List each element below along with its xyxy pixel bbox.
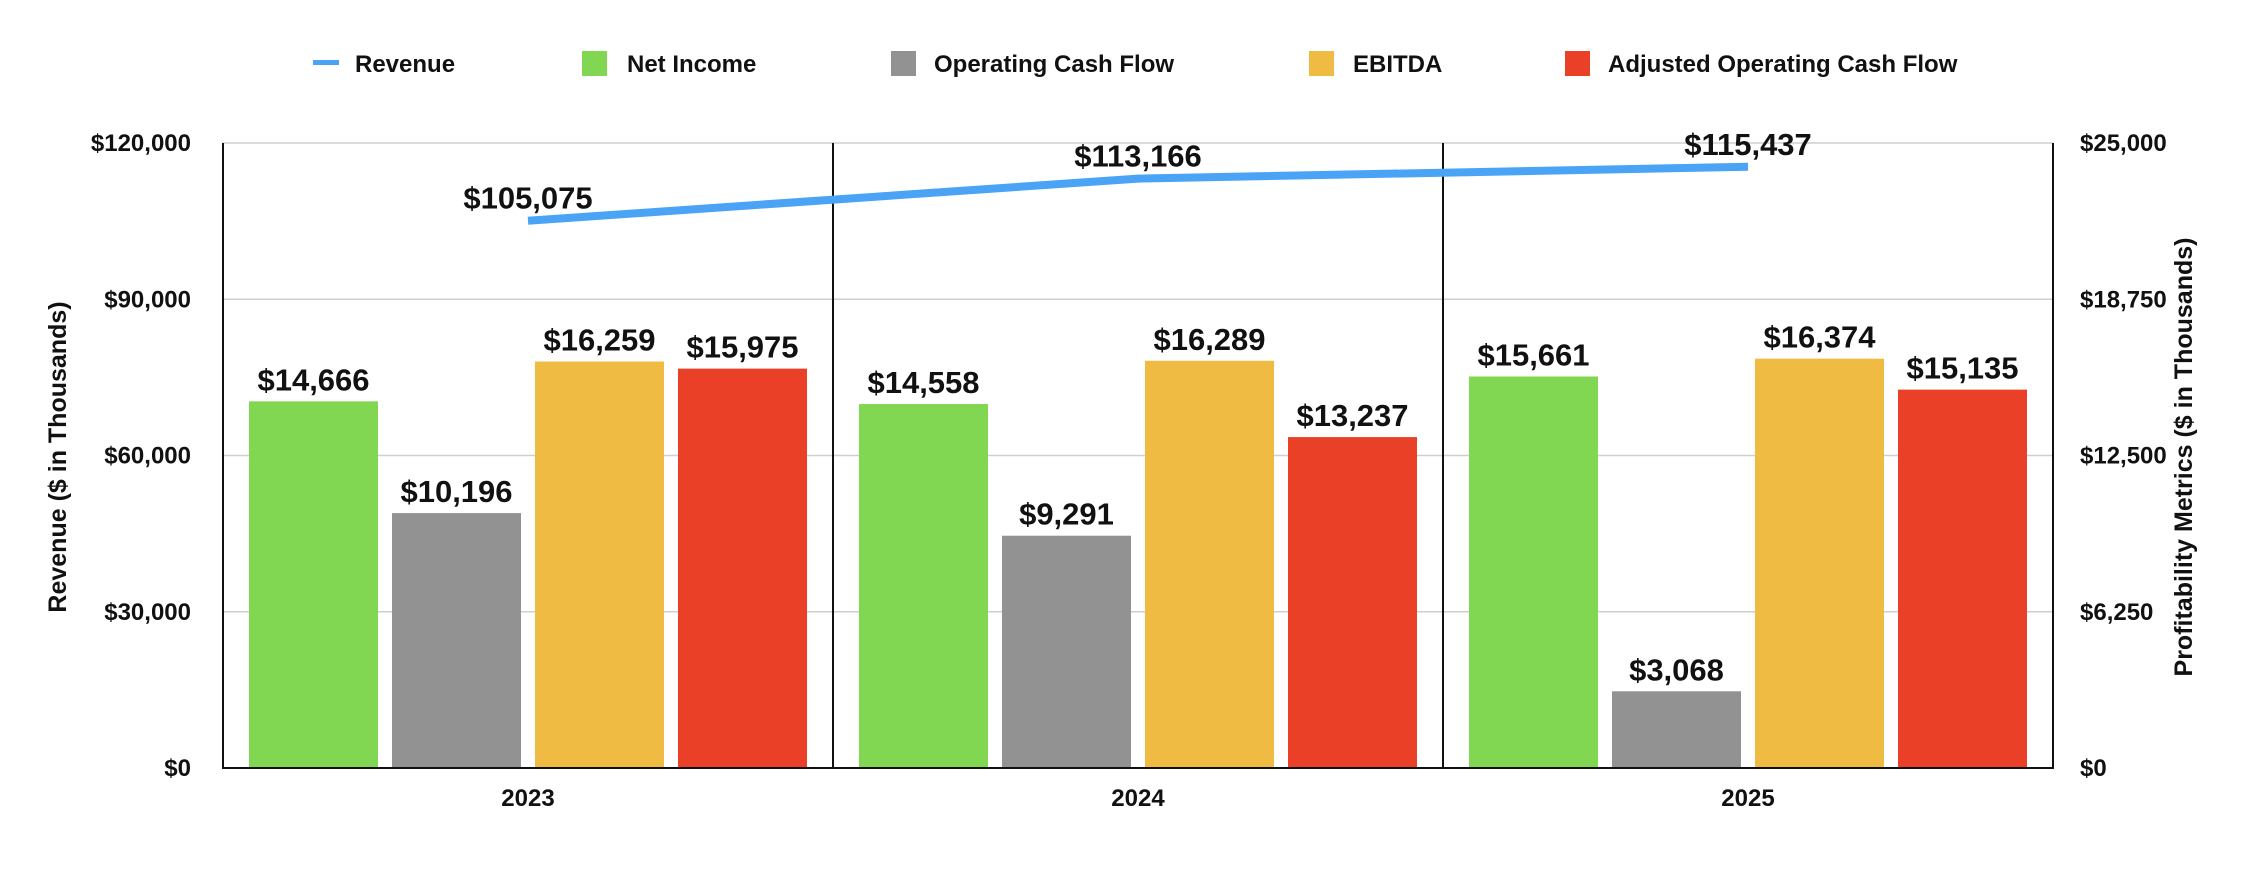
legend-label-net-income: Net Income [627,51,756,78]
revenue-data-label: $115,437 [1684,127,1812,162]
y2-tick-label: $18,750 [2080,286,2167,313]
y-axis-title: Revenue ($ in Thousands) [44,301,72,612]
bar-data-label: $16,259 [543,323,655,358]
bar-data-label: $9,291 [1019,497,1114,532]
bar-operating-cash-flow [1612,691,1741,768]
y2-tick-label: $0 [2080,755,2107,782]
revenue-data-label: $113,166 [1074,139,1202,174]
legend-swatch-revenue [313,60,339,65]
bar-ebitda [1145,360,1274,768]
x-tick-label: 2024 [1111,785,1165,812]
legend-swatch-ebitda [1309,51,1334,76]
category-separators [832,143,1444,768]
revenue-line [527,162,1749,225]
bar-data-label: $16,374 [1763,320,1876,355]
x-tick-label: 2025 [1721,785,1774,812]
bar-data-label: $14,558 [867,365,979,400]
data-labels: $14,666 $10,196 $16,259 $15,975 $14,558 $9,29… [257,127,2018,688]
legend-label-revenue: Revenue [355,51,455,78]
bar-net-income [249,401,378,768]
legend-label-ebitda: EBITDA [1353,51,1442,78]
legend-label-operating-cash-flow: Operating Cash Flow [934,51,1174,78]
bar-adjusted-operating-cash-flow [678,368,807,768]
bar-net-income [859,404,988,768]
legend-label-adjusted-operating-cash-flow: Adjusted Operating Cash Flow [1608,51,1958,78]
bar-data-label: $3,068 [1629,652,1724,687]
revenue-data-label: $105,075 [463,181,592,216]
legend: Revenue Net Income Operating Cash Flow EBIT… [313,51,1958,78]
bar-data-label: $13,237 [1296,398,1408,433]
y-tick-label: $120,000 [91,130,191,157]
bar-data-label: $15,661 [1477,337,1589,372]
y-tick-label: $0 [164,755,191,782]
bar-data-label: $10,196 [400,474,512,509]
gridlines [223,142,2053,613]
axes: $0 $0 $30,000 $6,250 $60,000 $12,500 $90,000 $1… [91,130,2167,812]
bar-operating-cash-flow [1002,535,1131,768]
bar-net-income [1469,376,1598,768]
bar-data-label: $16,289 [1153,322,1265,357]
y2-tick-label: $25,000 [2080,130,2167,157]
bar-data-label: $14,666 [257,362,369,397]
y-tick-label: $30,000 [104,599,191,626]
bar-ebitda [535,361,664,768]
bar-ebitda [1755,358,1884,768]
bar-operating-cash-flow [392,513,521,768]
y-tick-label: $60,000 [104,443,191,470]
bar-adjusted-operating-cash-flow [1288,437,1417,768]
y2-tick-label: $12,500 [2080,443,2167,470]
y2-tick-label: $6,250 [2080,599,2153,626]
y-tick-label: $90,000 [104,286,191,313]
y2-axis-title: Profitability Metrics ($ in Thousands) [2170,238,2198,677]
bars [249,358,2027,768]
legend-swatch-adjusted-operating-cash-flow [1565,51,1590,76]
bar-data-label: $15,135 [1906,351,2018,386]
legend-swatch-net-income [582,51,607,76]
x-tick-label: 2023 [501,785,554,812]
legend-swatch-operating-cash-flow [891,51,916,76]
bar-data-label: $15,975 [686,330,798,365]
bar-adjusted-operating-cash-flow [1898,389,2027,768]
revenue-line-layer [527,162,1749,225]
